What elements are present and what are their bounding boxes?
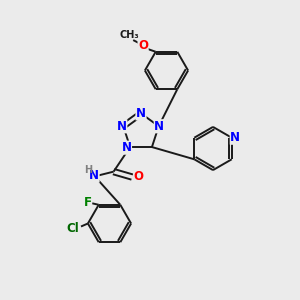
- Text: N: N: [122, 141, 131, 154]
- Text: Cl: Cl: [67, 222, 79, 235]
- Text: N: N: [154, 120, 164, 133]
- Text: CH₃: CH₃: [119, 30, 139, 40]
- Text: N: N: [89, 169, 99, 182]
- Text: F: F: [84, 196, 92, 209]
- Text: H: H: [84, 164, 92, 175]
- Text: N: N: [117, 120, 127, 133]
- Text: N: N: [230, 131, 240, 144]
- Text: O: O: [134, 170, 144, 183]
- Text: N: N: [136, 107, 146, 120]
- Text: O: O: [138, 39, 148, 52]
